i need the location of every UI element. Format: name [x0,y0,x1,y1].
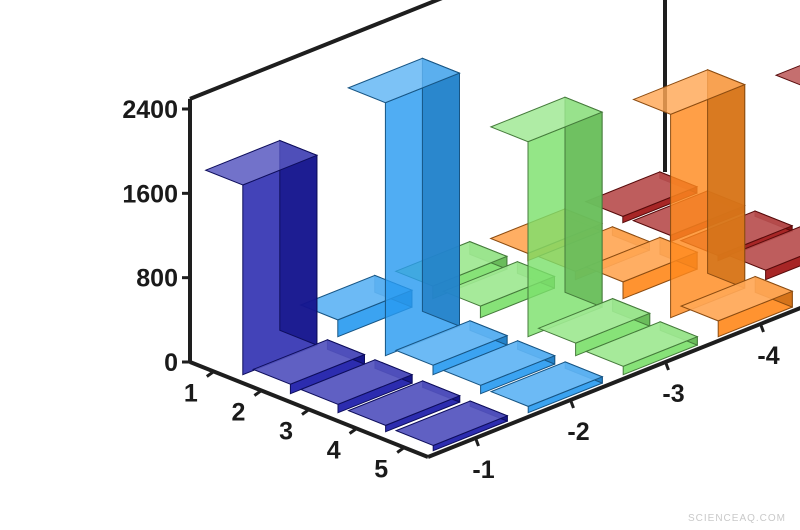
bar [489,96,604,338]
bar-top-face [489,96,604,143]
bar-top-face [489,361,604,407]
bar-top-face [727,226,800,271]
bar [204,139,319,376]
z-tick-label: 2400 [122,96,178,124]
right-top-edge [665,0,800,4]
row-tick [348,427,358,435]
column-tick [759,323,765,333]
z-tick-label: 800 [136,265,178,293]
bar-top-face [394,320,509,366]
bar-top-face [347,380,462,426]
row-tick-label: 3 [279,418,293,446]
column-tick-label: -4 [757,342,779,370]
bar-top-face [632,69,747,115]
front-frame [189,306,800,459]
watermark: SCIENCEAQ.COM [687,513,786,524]
column-tick [664,361,670,371]
bar-front-face [765,255,800,281]
column-tick-label: -3 [662,380,684,408]
row-tick [301,408,310,416]
row-tick [253,389,263,397]
bar-side-face [421,57,460,327]
bar-top-face [299,359,414,405]
bar-top-face [537,298,652,344]
row-tick-label: 1 [184,380,198,408]
z-tick-label: 1600 [122,180,178,208]
bar-side-face [279,139,318,346]
bar [299,359,414,414]
row-tick-label: 4 [327,437,341,465]
row-tick-label: 2 [231,399,245,427]
bar [251,339,366,395]
bar [727,226,800,281]
bar-top-face [679,275,794,322]
row-tick [396,446,406,454]
bar-side-face [707,69,746,289]
bar-top-face [774,65,800,86]
back-top-edge [189,0,443,101]
column-tick-label: -1 [472,456,494,484]
bar [774,65,800,86]
row-tick-label: 5 [374,456,388,484]
bar-top-face [204,139,319,186]
bar-top-face [584,321,699,367]
bar-top-face [346,57,461,104]
row-tick [205,370,215,378]
bars [204,57,800,452]
bar-side-face [564,96,603,308]
bar [489,361,604,414]
bar-top-face [442,340,557,386]
z-tick-label: 0 [164,349,178,377]
bar [346,57,461,357]
bar [394,400,509,452]
column-tick [569,399,575,409]
axes [182,0,800,364]
bar-top-face [394,400,509,447]
bar [584,321,699,376]
bar-top-face [251,339,366,385]
bar [679,275,794,338]
column-tick-label: -2 [567,418,589,446]
bar [632,69,747,319]
bar [347,380,462,433]
bar [442,340,557,395]
bar [394,320,509,376]
column-tick [474,437,480,447]
